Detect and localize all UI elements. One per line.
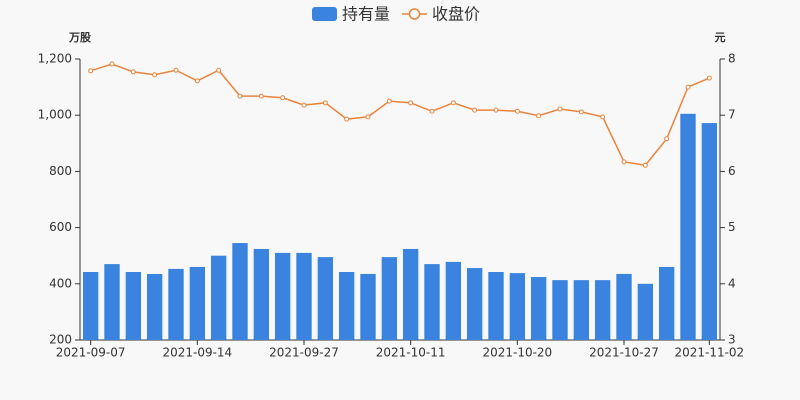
price-point	[194, 78, 200, 84]
bar	[232, 243, 248, 340]
bar	[466, 268, 483, 340]
price-point	[258, 93, 264, 99]
bar	[488, 271, 504, 340]
legend-swatch	[408, 8, 421, 20]
y-tick-label: 200	[49, 333, 72, 347]
x-tick-label: 2021-09-27	[269, 346, 339, 360]
y2-tick-label: 7	[728, 108, 736, 122]
price-point	[557, 106, 563, 112]
bar	[637, 283, 654, 340]
price-line	[90, 63, 710, 167]
y-tick-label: 800	[49, 164, 72, 178]
bar	[552, 280, 568, 340]
price-point	[514, 108, 520, 114]
bar	[296, 252, 312, 340]
y-tick-label: 1,000	[38, 108, 72, 122]
price-point	[386, 98, 392, 104]
bar	[168, 268, 184, 340]
bar	[381, 257, 398, 340]
price-point	[152, 72, 158, 78]
y2-tick-label: 8	[728, 52, 736, 66]
price-point	[280, 95, 286, 101]
bar	[594, 280, 611, 340]
price-point	[365, 114, 371, 120]
bar	[338, 271, 355, 340]
bar	[530, 277, 547, 340]
price-point	[301, 102, 307, 108]
y-axis-unit: 万股	[68, 31, 92, 44]
bar	[402, 248, 419, 340]
price-point	[536, 113, 542, 119]
y-tick-label: 600	[49, 220, 72, 234]
price-point	[173, 67, 179, 73]
bar	[104, 264, 120, 340]
price-point	[706, 75, 712, 81]
price-point	[472, 107, 478, 113]
price-point	[322, 100, 328, 106]
price-point	[642, 162, 648, 168]
price-point	[109, 61, 115, 67]
price-point	[450, 100, 456, 106]
legend-swatch	[312, 7, 337, 21]
bar	[317, 257, 334, 340]
bar	[680, 113, 696, 340]
bar	[573, 280, 590, 340]
price-point	[344, 116, 350, 122]
bar	[701, 123, 718, 341]
x-tick-label: 2021-10-27	[589, 346, 659, 360]
y2-tick-label: 5	[728, 220, 736, 234]
y2-tick-label: 4	[728, 276, 736, 290]
legend-label: 收盘价	[432, 5, 480, 24]
bar	[424, 264, 440, 340]
bar	[146, 273, 163, 340]
legend-label: 持有量	[342, 5, 390, 24]
y2-tick-label: 3	[728, 333, 736, 347]
bar	[360, 273, 376, 340]
y2-tick-label: 6	[728, 164, 736, 178]
x-tick-label: 2021-09-14	[162, 346, 232, 360]
bar	[189, 266, 206, 340]
bar	[253, 248, 270, 340]
price-point	[600, 114, 606, 120]
price-point	[216, 67, 222, 73]
price-point	[429, 108, 435, 114]
price-point	[664, 136, 670, 142]
y2-axis-unit: 元	[715, 31, 726, 44]
x-tick-label: 2021-11-02	[674, 346, 744, 360]
y-tick-label: 400	[49, 276, 72, 290]
y-tick-label: 1,200	[38, 52, 72, 66]
price-point	[237, 93, 243, 99]
price-point	[130, 69, 136, 75]
bar	[509, 273, 526, 340]
x-tick-label: 2021-10-20	[482, 346, 552, 360]
price-point	[493, 107, 499, 113]
bar	[210, 255, 227, 340]
price-point	[88, 68, 94, 74]
bar	[274, 252, 291, 340]
bar	[445, 261, 462, 340]
price-point	[408, 100, 414, 106]
price-point	[578, 109, 584, 115]
x-tick-label: 2021-10-11	[376, 346, 446, 360]
price-point	[621, 159, 627, 165]
x-tick-label: 2021-09-07	[56, 346, 126, 360]
bar	[82, 271, 99, 340]
bar	[658, 266, 675, 340]
bar	[616, 273, 632, 340]
bar	[125, 271, 142, 340]
price-point	[685, 84, 691, 90]
